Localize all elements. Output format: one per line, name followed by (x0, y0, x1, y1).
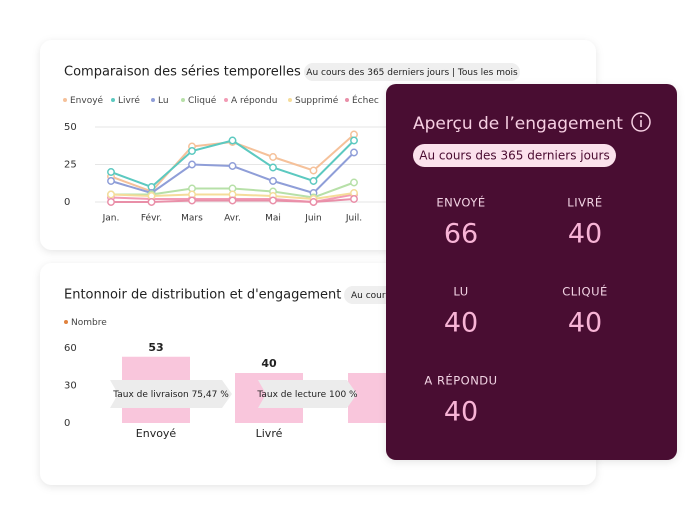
rate-label: Taux de livraison 75,47 % (112, 390, 229, 400)
badge-bg (304, 63, 520, 81)
stat-label: LIVRÉ (567, 195, 602, 210)
panel-bg (386, 84, 677, 460)
legend-label: Échec (352, 94, 379, 106)
x-tick-label: Envoyé (136, 427, 177, 440)
point (107, 168, 115, 176)
legend-label: Supprimé (295, 95, 339, 106)
info-icon-dot (640, 115, 642, 118)
point (228, 136, 237, 145)
legend-label: Envoyé (70, 95, 104, 106)
legend-swatch (345, 98, 349, 102)
point (269, 177, 277, 185)
info-icon[interactable] (631, 112, 651, 132)
engagement-panel: Aperçu de l’engagement Au cours des 365 … (386, 84, 677, 460)
point (309, 198, 318, 206)
legend-swatch (181, 98, 185, 102)
legend-label: Nombre (71, 318, 107, 328)
badge: Au cours des 365 derniers jours | Tous l… (306, 68, 518, 78)
point (350, 148, 358, 157)
stat-label: CLIQUÉ (562, 284, 608, 299)
y-tick-label: 30 (64, 381, 77, 392)
card-title: Entonnoir de distribution et d'engagemen… (64, 288, 341, 303)
stat-value: 66 (444, 219, 478, 250)
line-chart: 0 25 50 Jan. Févr. Mars Avr. Mai Juin Juil. Envoyé… (63, 94, 596, 224)
point (309, 177, 318, 185)
x-tick-label: Mars (181, 214, 203, 224)
point (188, 196, 196, 205)
y-tick-label: 50 (64, 122, 77, 133)
x-tick-label: Mai (265, 214, 281, 224)
stat-value: 40 (568, 308, 602, 339)
panel-title: Aperçu de l’engagement (413, 114, 623, 134)
value-label: 40 (261, 357, 277, 370)
legend-swatch (288, 98, 292, 102)
x-tick-label: Livré (256, 427, 283, 440)
rate-label: Taux de lecture 100 % (256, 390, 358, 400)
stat-value: 40 (568, 219, 602, 250)
point (350, 178, 358, 187)
panel-badge-bg (413, 144, 616, 167)
legend-swatch (63, 98, 67, 102)
stat-value: 40 (444, 308, 478, 339)
y-tick-label: 60 (64, 343, 77, 354)
legend-label: Livré (118, 95, 140, 106)
legend-swatch (64, 320, 68, 324)
stat-value: 40 (444, 397, 478, 428)
point (188, 147, 196, 155)
point (188, 160, 196, 169)
point (107, 177, 115, 185)
stat-label: A RÉPONDU (424, 373, 497, 388)
point (107, 190, 115, 199)
legend-label: Cliqué (188, 95, 217, 106)
rate-arrow (110, 380, 232, 408)
rate-arrow (258, 380, 357, 408)
stat-label: LU (453, 285, 468, 299)
point (228, 196, 237, 205)
legend-swatch (224, 98, 228, 102)
point (269, 196, 277, 205)
y-tick-label: 25 (64, 160, 77, 171)
x-tick-label: Jan. (102, 214, 120, 224)
point (147, 198, 156, 206)
point (269, 153, 277, 161)
point (309, 166, 318, 175)
legend-swatch (151, 98, 155, 102)
legend-label: Lu (158, 96, 169, 106)
y-tick-label: 0 (64, 418, 70, 429)
x-tick-label: Juin (304, 214, 322, 224)
value-label: 53 (148, 341, 163, 354)
legend-label: A répondu (231, 95, 277, 106)
x-tick-label: Juil. (345, 214, 362, 224)
point (228, 162, 237, 170)
panel-badge: Au cours des 365 derniers jours (419, 149, 609, 163)
legend-swatch (111, 98, 115, 102)
point (350, 195, 358, 203)
x-tick-label: Avr. (224, 214, 241, 224)
point (269, 163, 277, 172)
stat-label: ENVOYÉ (436, 195, 485, 210)
point (107, 198, 115, 206)
y-tick-label: 0 (64, 197, 70, 208)
point (350, 136, 358, 145)
x-tick-label: Févr. (141, 213, 162, 224)
card-title: Comparaison des séries temporelles (64, 65, 301, 80)
